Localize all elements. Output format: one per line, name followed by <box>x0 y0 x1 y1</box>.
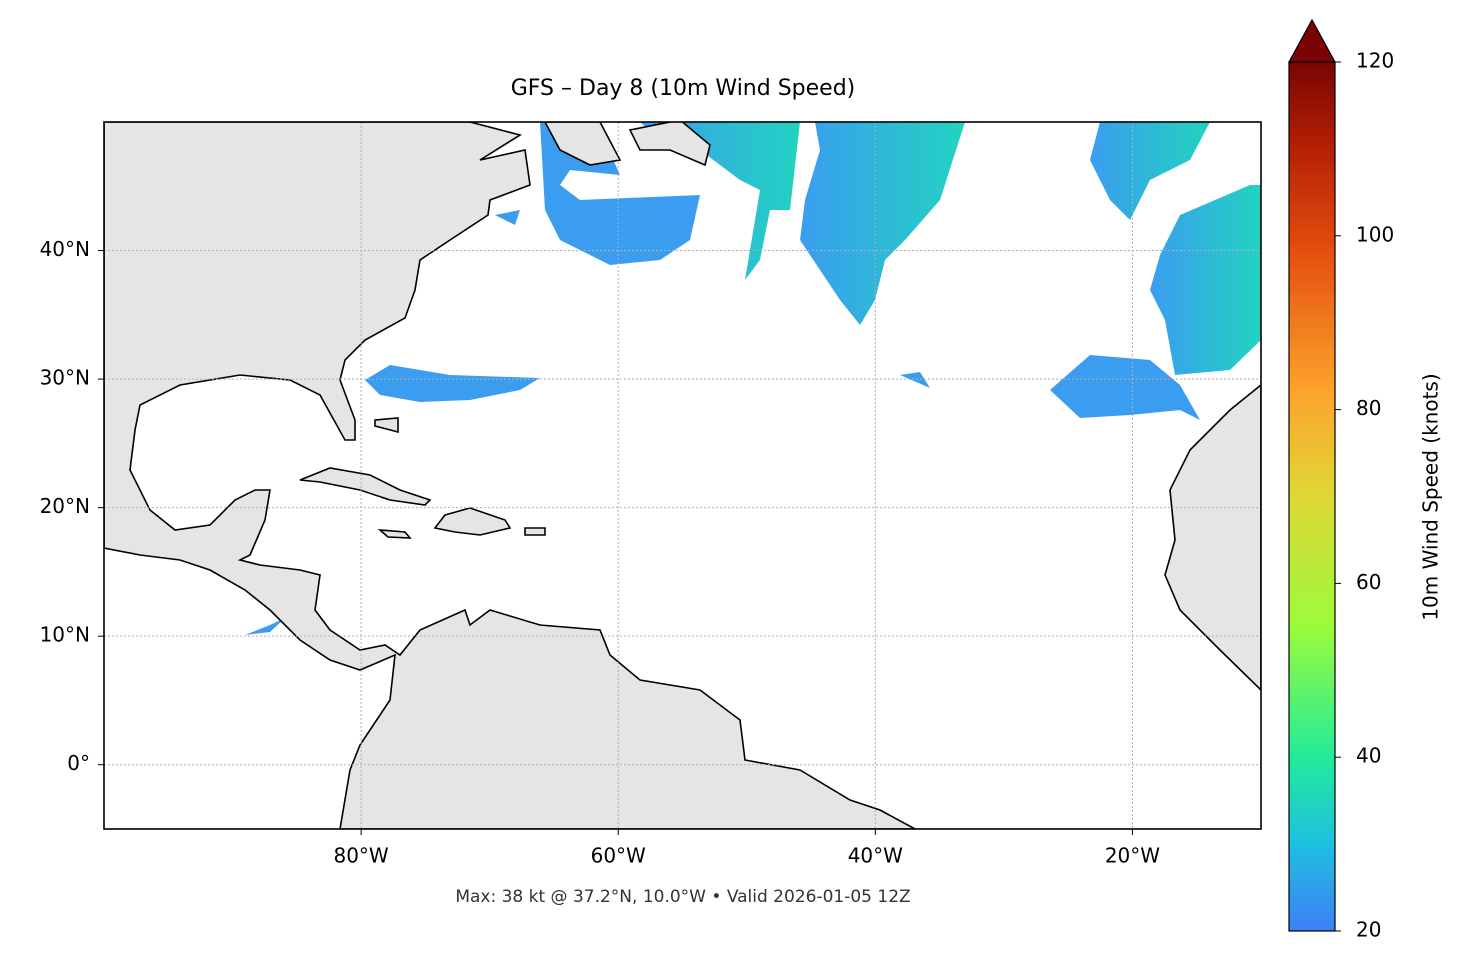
y-tick-label: 30°N <box>40 366 90 390</box>
y-tick-label: 20°N <box>40 494 90 518</box>
colorbar-tick-label: 60 <box>1356 570 1381 594</box>
colorbar-label: 10m Wind Speed (knots) <box>1419 373 1443 620</box>
map <box>104 122 1261 829</box>
x-tick-label: 80°W <box>333 844 388 868</box>
y-tick-label: 0° <box>67 751 90 775</box>
colorbar-scale <box>1288 61 1336 932</box>
colorbar-tick-label: 80 <box>1356 396 1381 420</box>
wind-field <box>245 122 1261 635</box>
annotation: Max: 38 kt @ 37.2°N, 10.0°W • Valid 2026… <box>455 887 910 907</box>
y-tick-label: 10°N <box>40 623 90 647</box>
x-tick-label: 60°W <box>591 844 646 868</box>
map-frame <box>103 121 1262 830</box>
colorbar <box>1287 18 1337 932</box>
land <box>104 122 1261 829</box>
colorbar-tick-label: 120 <box>1356 49 1394 73</box>
colorbar-tick-label: 20 <box>1356 918 1381 942</box>
colorbar-extend <box>1287 18 1337 63</box>
x-tick-label: 40°W <box>848 844 903 868</box>
colorbar-tick-label: 100 <box>1356 222 1394 246</box>
grid <box>104 122 1261 829</box>
chart-title: GFS – Day 8 (10m Wind Speed) <box>511 76 856 101</box>
colorbar-tick-label: 40 <box>1356 744 1381 768</box>
y-tick-label: 40°N <box>40 237 90 261</box>
x-tick-label: 20°W <box>1105 844 1160 868</box>
